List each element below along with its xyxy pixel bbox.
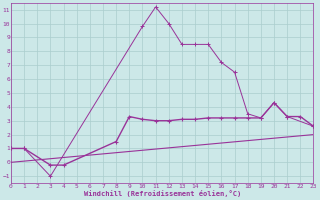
- X-axis label: Windchill (Refroidissement éolien,°C): Windchill (Refroidissement éolien,°C): [84, 190, 241, 197]
